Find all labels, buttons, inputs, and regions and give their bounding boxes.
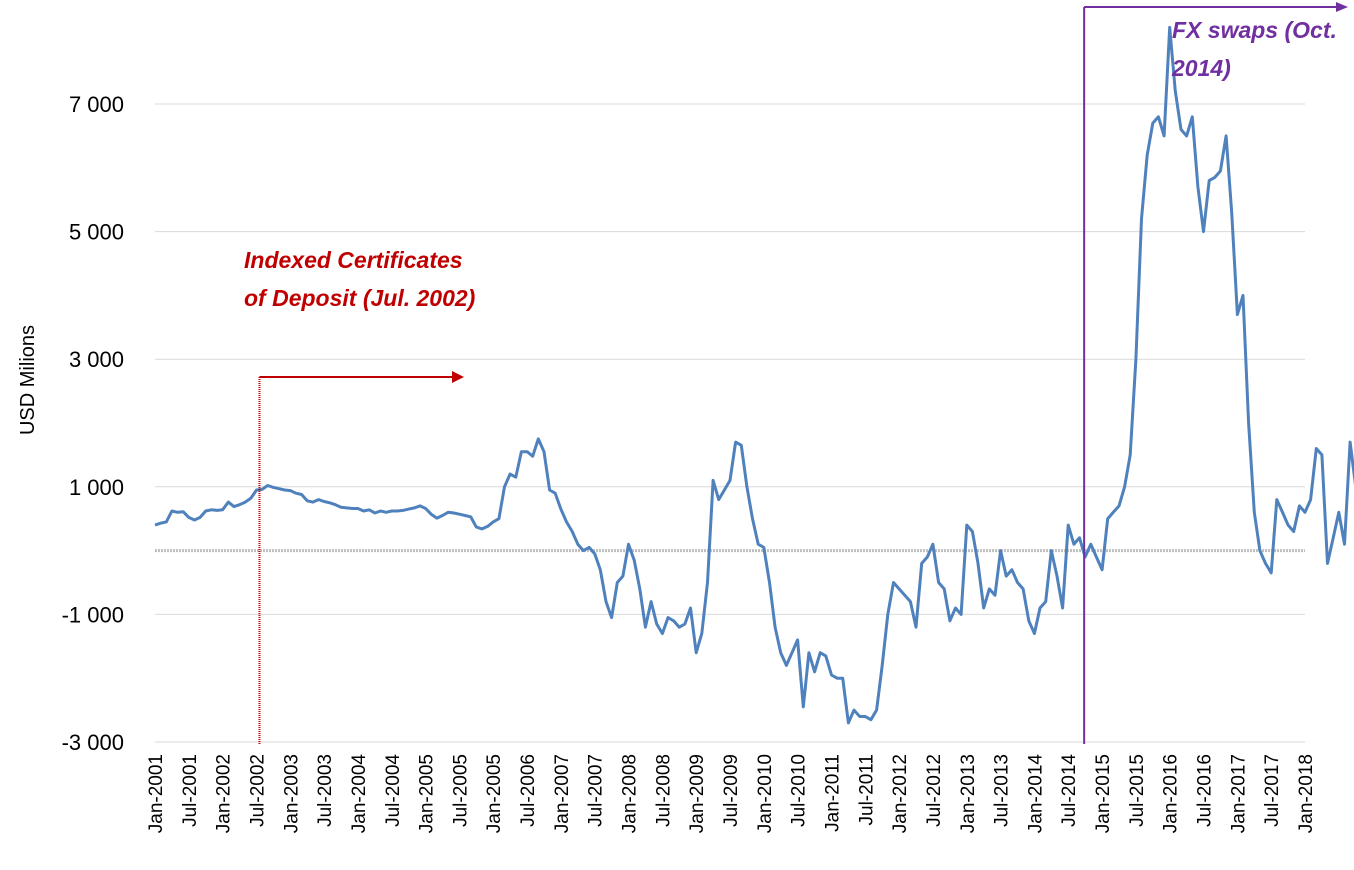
x-tick-label: Jul-2017 [1262,754,1283,827]
x-tick-label: Jul-2004 [383,754,404,827]
annotation-text-line1: Indexed Certificates [244,247,463,273]
x-tick-label: Jan-2009 [687,754,708,833]
annotation-indexed-cd: Indexed Certificates of Deposit (Jul. 20… [244,247,475,744]
annotation-text-line2: of Deposit (Jul. 2002) [244,285,475,311]
x-tick-label: Jan-2015 [1093,754,1114,833]
x-tick-label: Jul-2016 [1195,754,1216,827]
x-tick-label: Jan-2004 [349,754,370,834]
gridlines [155,103,1305,743]
arrow-head-icon [1336,2,1348,12]
x-tick-label: Jul-2005 [450,754,471,827]
y-tick-label: 7 000 [69,92,124,117]
x-tick-label: Jan-2005 [484,754,505,833]
x-tick-label: Jan-2002 [214,754,235,833]
x-tick-label: Jul-2008 [653,754,674,827]
x-tick-label: Jan-2018 [1296,754,1317,833]
x-tick-label: Jan-2010 [755,754,776,833]
x-tick-labels: Jan-2001 Jul-2001 Jan-2002 Jul-2002 Jan-2003… [146,754,1317,834]
x-tick-label: Jan-2001 [146,754,167,833]
x-tick-label: Jan-2017 [1228,754,1249,833]
x-tick-label: Jan-2012 [890,754,911,833]
x-tick-label: Jul-2009 [721,754,742,827]
x-tick-label: Jan-2007 [552,754,573,833]
y-tick-labels: -3 000 -1 000 1 000 3 000 5 000 7 000 [62,92,124,755]
x-tick-label: Jan-2011 [822,754,843,832]
x-tick-label: Jul-2006 [518,754,539,827]
x-tick-label: Jul-2003 [315,754,336,827]
x-tick-label: Jan-2013 [958,754,979,833]
series-line [154,25,1354,725]
x-tick-label: Jul-2010 [789,754,810,827]
x-tick-label: Jul-2014 [1059,754,1080,827]
x-tick-label: Jan-2008 [620,754,641,833]
annotation-text-line1: FX swaps (Oct. [1172,17,1337,43]
y-tick-label: 3 000 [69,347,124,372]
x-tick-label: Jan-2016 [1161,754,1182,833]
y-tick-label: 5 000 [69,220,124,245]
x-tick-label: Jul-2011 [856,754,877,825]
y-axis-label: USD Milions [17,325,39,435]
x-tick-label: Jul-2012 [924,754,945,827]
x-tick-label: Jul-2013 [992,754,1013,827]
y-tick-label: -1 000 [62,602,124,627]
arrow-head-icon [452,371,464,383]
x-tick-label: Jul-2001 [180,754,201,827]
annotation-text-line2: 2014) [1171,55,1231,81]
x-tick-label: Jan-2003 [281,754,302,833]
y-tick-label: 1 000 [69,475,124,500]
x-tick-label: Jul-2007 [586,754,607,827]
x-tick-label: Jan-2005 [417,754,438,833]
annotation-fx-swaps: FX swaps (Oct. 2014) [1083,2,1348,744]
x-tick-label: Jul-2015 [1127,754,1148,827]
x-tick-label: Jul-2002 [247,754,268,827]
y-tick-label: -3 000 [62,730,124,755]
x-tick-label: Jan-2014 [1025,754,1046,834]
